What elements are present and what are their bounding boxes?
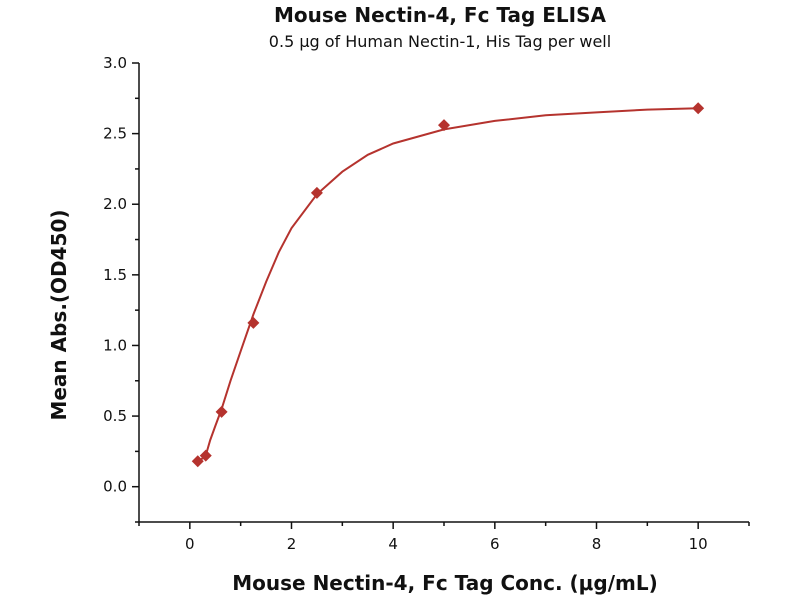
- x-tick-label: 6: [490, 535, 500, 553]
- y-tick-label: 0.0: [103, 478, 127, 496]
- y-tick-label: 2.0: [103, 195, 127, 213]
- chart-subtitle: 0.5 μg of Human Nectin-1, His Tag per we…: [269, 32, 611, 51]
- data-point: [692, 102, 705, 115]
- data-points-layer: [191, 102, 705, 468]
- data-point: [199, 449, 212, 462]
- chart-title: Mouse Nectin-4, Fc Tag ELISA: [274, 3, 606, 27]
- data-point: [247, 316, 260, 329]
- y-tick-label: 0.5: [103, 407, 127, 425]
- data-point: [191, 455, 204, 468]
- x-tick-label: 10: [689, 535, 708, 553]
- y-tick-label: 1.5: [103, 266, 127, 284]
- y-axis-label: Mean Abs.(OD450): [47, 209, 71, 420]
- y-tick-label: 1.0: [103, 336, 127, 354]
- fit-curve: [197, 107, 699, 463]
- fit-curve-layer: [197, 107, 699, 463]
- data-point: [438, 119, 450, 132]
- x-tick-label: 4: [388, 535, 398, 553]
- axes: 0.0 0.5 1.0 1.5 2.0 2.5 3.0 0 2 4 6 8 10: [103, 54, 750, 553]
- x-axis-label: Mouse Nectin-4, Fc Tag Conc. (μg/mL): [232, 571, 658, 595]
- data-point: [310, 186, 323, 199]
- data-point: [215, 405, 228, 418]
- y-tick-label: 3.0: [103, 54, 127, 72]
- y-tick-label: 2.5: [103, 125, 127, 143]
- x-tick-label: 0: [185, 535, 195, 553]
- x-tick-label: 2: [287, 535, 297, 553]
- x-tick-label: 8: [592, 535, 602, 553]
